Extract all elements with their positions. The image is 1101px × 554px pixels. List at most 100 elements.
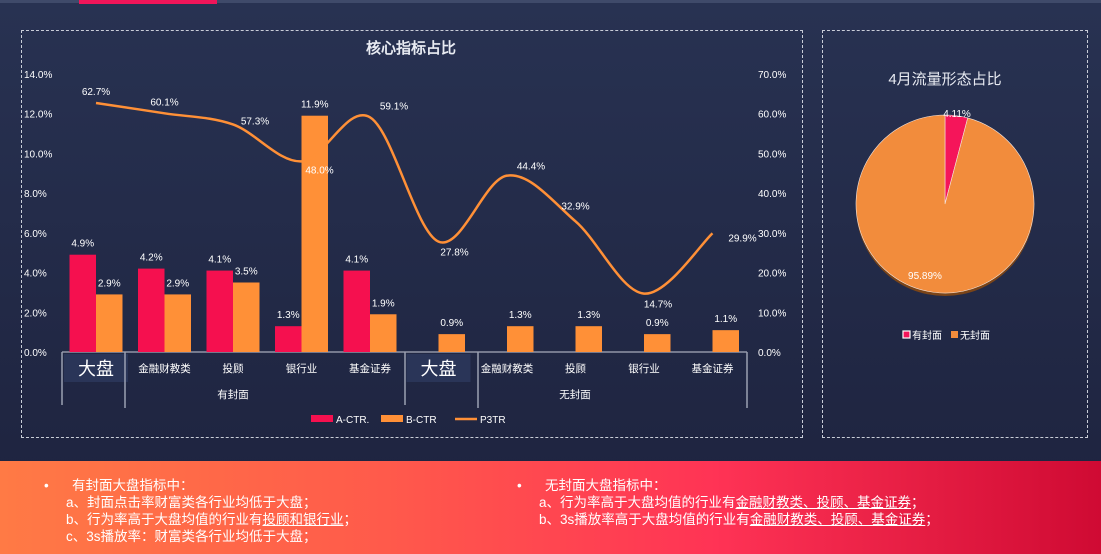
left-axis-tick: 0.0% (24, 348, 47, 359)
summary-left: • 有封面大盘指标中： a、封面点击率财富类各行业均低于大盘； b、行为率高于大盘… (44, 477, 357, 545)
pie-label: 4.11% (943, 109, 971, 120)
legend-label: P3TR (480, 415, 506, 426)
data-label: 48.0% (305, 165, 333, 176)
bar-b-ctr (507, 326, 534, 352)
highlight-box (406, 354, 471, 382)
legend-swatch (902, 330, 911, 339)
right-axis-tick: 40.0% (758, 189, 786, 200)
pie-slice (855, 114, 1035, 294)
left-axis-tick: 12.0% (24, 110, 52, 121)
charts-canvas: 核心指标占比 0.0% 2.0% 4.0% 6.0% 8.0% 10.0% 12.0% 14.0… (24, 39, 1035, 426)
data-label: 11.9% (301, 100, 329, 111)
data-label: 59.1% (380, 101, 408, 112)
left-axis-tick: 10.0% (24, 149, 52, 160)
bar-a-ctr (275, 326, 302, 352)
data-label: 62.7% (82, 87, 110, 98)
legend-label: 有封面 (912, 329, 942, 342)
data-label: 32.9% (561, 201, 589, 212)
data-label: 4.1% (208, 255, 231, 266)
left-axis-tick: 6.0% (24, 229, 47, 240)
top-bar (0, 0, 1101, 3)
data-label: 0.9% (646, 318, 669, 329)
right-axis-tick: 50.0% (758, 149, 786, 160)
summary-banner: • 有封面大盘指标中： a、封面点击率财富类各行业均低于大盘； b、行为率高于大盘… (0, 461, 1101, 554)
traffic-share-panel (822, 30, 1088, 438)
data-label: 1.9% (372, 298, 395, 309)
highlight-box (64, 354, 128, 382)
left-axis-tick: 2.0% (24, 308, 47, 319)
left-axis-tick: 14.0% (24, 70, 52, 81)
right-axis-tick: 60.0% (758, 110, 786, 121)
data-label: 27.8% (440, 248, 468, 259)
bar-b-ctr (233, 282, 260, 352)
summary-item: a、封面点击率财富类各行业均低于大盘； (66, 495, 317, 510)
data-label: 1.3% (509, 310, 532, 321)
data-label: 0.9% (440, 318, 463, 329)
category-label: 投顾 (565, 362, 586, 375)
right-axis-tick: 30.0% (758, 229, 786, 240)
summary-heading: 无封面大盘指标中： (545, 478, 667, 493)
line-p3tr (95, 101, 714, 295)
right-axis-tick: 10.0% (758, 308, 786, 319)
data-label: 1.3% (277, 310, 300, 321)
pie-title: 4月流量形态占比 (888, 71, 1001, 88)
legend-label: 无封面 (960, 329, 990, 342)
pie-label: 95.89% (908, 271, 942, 282)
group-label: 有封面 (217, 388, 249, 401)
group-label: 无封面 (559, 388, 591, 401)
bar-a-ctr (206, 270, 233, 352)
data-label: 4.9% (71, 239, 94, 250)
legend-swatch (311, 415, 333, 422)
data-label: 57.3% (241, 116, 269, 127)
left-axis-tick: 4.0% (24, 269, 47, 280)
data-label: 29.9% (728, 233, 756, 244)
right-axis-tick: 0.0% (758, 348, 781, 359)
bullet-icon: • (44, 478, 49, 493)
legend-label: A-CTR. (336, 415, 369, 426)
category-label: 大盘 (421, 359, 457, 379)
category-label: 银行业 (628, 362, 660, 375)
bar-b-ctr (370, 314, 397, 352)
bar-b-ctr (644, 334, 671, 352)
data-label: 2.9% (166, 278, 189, 289)
bullet-icon: • (517, 478, 522, 493)
core-metrics-panel (21, 30, 803, 438)
legend-swatch (381, 415, 403, 422)
summary-heading: 有封面大盘指标中： (72, 478, 194, 493)
data-label: 1.3% (577, 310, 600, 321)
summary-item: b、行为率高于大盘均值的行业有投顾和银行业； (66, 512, 358, 527)
bar-b-ctr (438, 334, 465, 352)
category-label: 投顾 (223, 362, 244, 375)
bar-b-ctr (712, 330, 739, 352)
bar-a-ctr (138, 268, 165, 352)
chart-title: 核心指标占比 (366, 39, 456, 57)
data-label: 14.7% (644, 300, 672, 311)
summary-item: a、行为率高于大盘均值的行业有金融财教类、投顾、基金证券； (539, 495, 925, 510)
legend-swatch (951, 331, 958, 338)
data-label: 3.5% (235, 267, 258, 278)
right-axis-tick: 20.0% (758, 269, 786, 280)
bar-b-ctr (301, 115, 328, 352)
category-label: 金融财教类 (138, 362, 191, 375)
bar-b-ctr (96, 294, 123, 352)
legend-label: B-CTR (406, 415, 437, 426)
data-label: 60.1% (150, 97, 178, 108)
data-label: 44.4% (517, 162, 545, 173)
data-label: 2.9% (98, 278, 121, 289)
category-label: 金融财教类 (481, 362, 534, 375)
bar-a-ctr (343, 270, 370, 352)
data-label: 4.2% (140, 253, 163, 264)
summary-right: • 无封面大盘指标中： a、行为率高于大盘均值的行业有金融财教类、投顾、基金证券；… (517, 477, 939, 528)
active-tab-indicator[interactable] (79, 0, 217, 4)
category-label: 基金证券 (349, 362, 391, 375)
category-label: 大盘 (78, 359, 114, 379)
data-label: 4.1% (345, 255, 368, 266)
bar-a-ctr (69, 254, 96, 352)
summary-item: c、3s播放率：财富类各行业均低于大盘； (66, 529, 317, 544)
right-axis-tick: 70.0% (758, 70, 786, 81)
data-label: 1.1% (714, 314, 737, 325)
bar-b-ctr (575, 326, 602, 352)
bar-b-ctr (164, 294, 191, 352)
category-label: 基金证券 (692, 362, 734, 375)
summary-item: b、3s播放率高于大盘均值的行业有金融财教类、投顾、基金证券； (539, 512, 939, 527)
